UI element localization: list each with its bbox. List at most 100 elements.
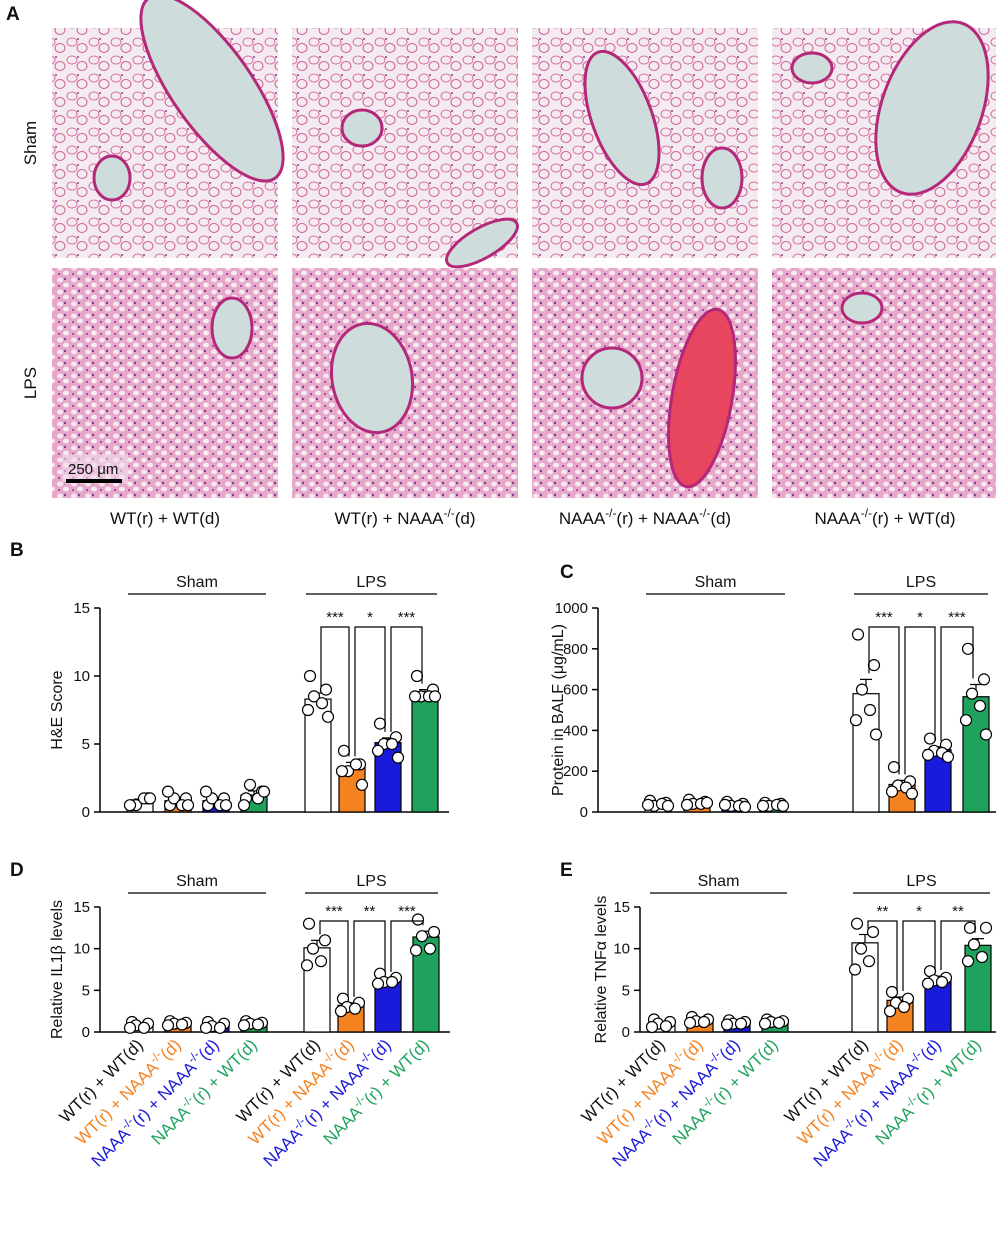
bar bbox=[851, 942, 879, 1033]
significance-label: *** bbox=[325, 903, 343, 920]
data-point bbox=[423, 942, 437, 955]
data-point bbox=[306, 942, 320, 955]
significance-label: ** bbox=[364, 903, 376, 920]
data-point bbox=[143, 792, 157, 805]
data-point bbox=[734, 1017, 748, 1030]
data-point bbox=[411, 913, 425, 926]
data-point bbox=[772, 1016, 786, 1029]
significance-bracket bbox=[904, 626, 936, 775]
significance-bracket bbox=[940, 920, 976, 971]
data-point bbox=[391, 751, 405, 764]
panel-letter: E bbox=[560, 860, 573, 881]
data-point bbox=[758, 1017, 772, 1030]
label-part: -/- bbox=[699, 506, 710, 520]
data-point bbox=[961, 955, 975, 968]
airway bbox=[790, 51, 834, 85]
data-point bbox=[237, 799, 251, 812]
data-point bbox=[850, 917, 864, 930]
label-part: -/- bbox=[444, 506, 455, 520]
bar bbox=[962, 696, 990, 813]
data-point bbox=[237, 1019, 251, 1032]
y-axis-label: Protein in BALF (μg/mL) bbox=[550, 624, 567, 796]
data-point bbox=[905, 787, 919, 800]
data-point bbox=[409, 944, 423, 957]
group-label: Sham bbox=[176, 574, 218, 591]
data-point bbox=[718, 798, 732, 811]
data-point bbox=[738, 800, 752, 814]
significance-label: *** bbox=[948, 609, 966, 626]
label-part: (r) + NAAA bbox=[616, 509, 699, 528]
data-point bbox=[213, 1021, 227, 1034]
airway bbox=[445, 217, 519, 269]
significance-label: * bbox=[367, 609, 373, 626]
panel-letter: D bbox=[10, 860, 24, 881]
data-point bbox=[371, 744, 385, 757]
row-label: Sham bbox=[21, 121, 40, 165]
data-point bbox=[300, 959, 314, 972]
significance-bracket bbox=[320, 626, 350, 757]
group-label: Sham bbox=[695, 574, 737, 591]
y-tick-label: 400 bbox=[563, 722, 588, 739]
significance-label: *** bbox=[398, 609, 416, 626]
data-point bbox=[855, 683, 869, 696]
y-tick-label: 0 bbox=[82, 1024, 90, 1041]
y-axis-label: Relative IL1β levels bbox=[49, 900, 66, 1039]
data-point bbox=[923, 732, 937, 745]
group-label: LPS bbox=[356, 574, 386, 591]
y-tick-label: 200 bbox=[563, 763, 588, 780]
label-part: WT(r) + NAAA bbox=[334, 509, 444, 528]
data-point bbox=[123, 799, 137, 812]
data-point bbox=[756, 799, 770, 812]
data-point bbox=[410, 669, 424, 683]
label-part: (r) + WT(d) bbox=[872, 509, 956, 528]
airway bbox=[210, 296, 254, 360]
column-label: NAAA-/-(r) + WT(d) bbox=[814, 506, 955, 528]
y-tick-label: 15 bbox=[73, 899, 90, 916]
data-point bbox=[973, 699, 987, 713]
data-point bbox=[959, 714, 973, 727]
group-label: Sham bbox=[176, 873, 218, 890]
data-point bbox=[885, 785, 899, 798]
y-tick-label: 0 bbox=[82, 804, 90, 821]
data-point bbox=[979, 728, 993, 741]
data-point bbox=[683, 1016, 697, 1029]
data-point bbox=[869, 728, 883, 741]
significance-label: ** bbox=[877, 903, 889, 920]
data-point bbox=[659, 1020, 673, 1033]
data-point bbox=[854, 942, 868, 955]
airway bbox=[874, 20, 990, 196]
y-tick-label: 5 bbox=[622, 982, 630, 999]
data-point bbox=[851, 628, 865, 641]
data-point bbox=[965, 687, 979, 700]
y-tick-label: 15 bbox=[73, 600, 90, 617]
airway bbox=[840, 291, 884, 325]
data-point bbox=[315, 697, 329, 710]
group-label: LPS bbox=[906, 574, 936, 591]
y-tick-label: 5 bbox=[82, 982, 90, 999]
significance-label: *** bbox=[875, 609, 893, 626]
airway bbox=[583, 49, 661, 187]
bar bbox=[411, 693, 439, 813]
data-point bbox=[897, 1000, 911, 1014]
airway bbox=[580, 346, 644, 410]
histology-image bbox=[772, 268, 996, 498]
data-point bbox=[415, 930, 429, 943]
label-part: NAAA bbox=[559, 509, 606, 528]
data-point bbox=[979, 921, 993, 934]
significance-label: *** bbox=[398, 903, 416, 920]
data-point bbox=[321, 710, 335, 723]
data-point bbox=[373, 717, 387, 730]
label-part: (d) bbox=[710, 509, 731, 528]
data-point bbox=[301, 703, 315, 717]
airway bbox=[139, 0, 285, 183]
label-part: (d) bbox=[455, 509, 476, 528]
data-point bbox=[921, 977, 935, 990]
column-label: WT(r) + WT(d) bbox=[110, 509, 220, 528]
data-point bbox=[318, 934, 332, 947]
y-tick-label: 10 bbox=[73, 668, 90, 685]
data-point bbox=[680, 798, 694, 811]
significance-bracket bbox=[940, 626, 974, 741]
panel-letter: C bbox=[560, 562, 574, 583]
data-point bbox=[941, 750, 955, 764]
